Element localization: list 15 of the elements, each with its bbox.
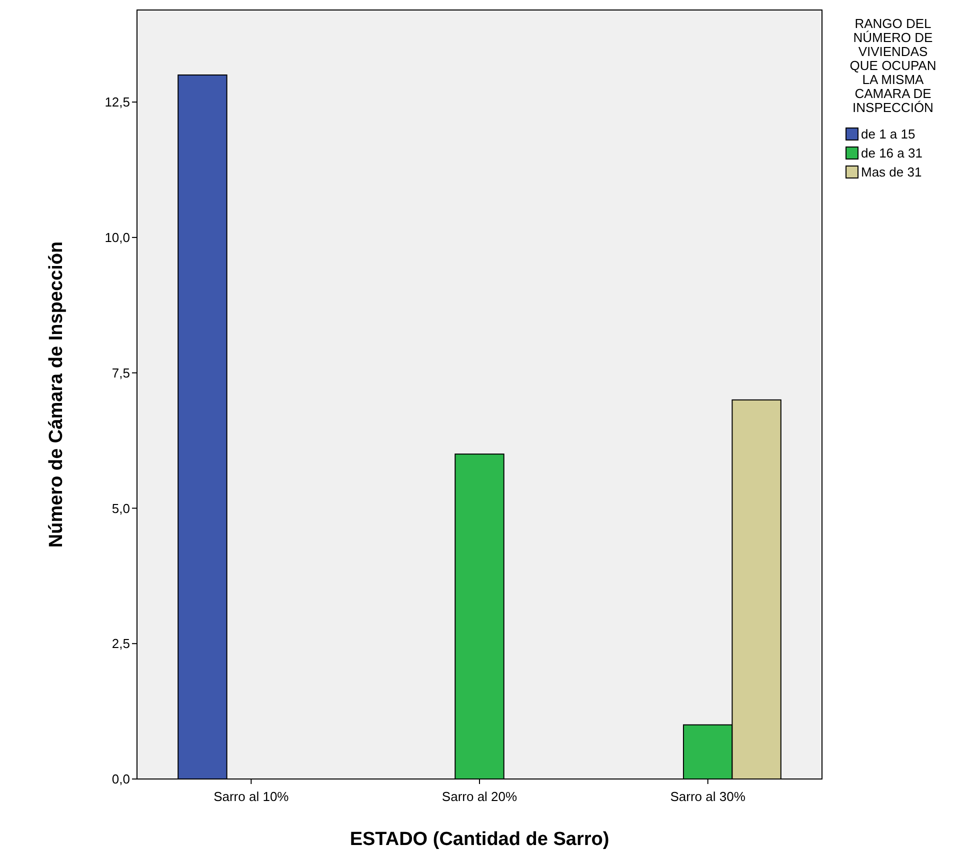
y-tick-label: 12,5 <box>104 94 130 110</box>
legend-label: de 1 a 15 <box>861 126 916 142</box>
x-tick-label: Sarro al 30% <box>670 789 746 804</box>
y-tick-label: 5,0 <box>112 500 130 516</box>
legend-label: Mas de 31 <box>861 164 922 180</box>
y-tick-label: 0,0 <box>112 772 130 787</box>
y-tick-label: 2,5 <box>112 636 130 652</box>
legend-label: de 16 a 31 <box>861 146 922 161</box>
y-axis-title: Número de Cámara de Inspección <box>46 241 67 548</box>
y-tick-label: 7,5 <box>112 365 130 380</box>
x-tick-label: Sarro al 20% <box>442 789 518 804</box>
x-axis-title: ESTADO (Cantidad de Sarro) <box>350 829 610 850</box>
y-tick-label: 10,0 <box>104 230 130 245</box>
legend-title: RANGO DEL NÚMERO DE VIVIENDAS QUE OCUPAN LA MISMA CAMARA DE INSPECCIÓN <box>850 16 936 115</box>
x-tick-label: Sarro al 10% <box>214 789 290 804</box>
